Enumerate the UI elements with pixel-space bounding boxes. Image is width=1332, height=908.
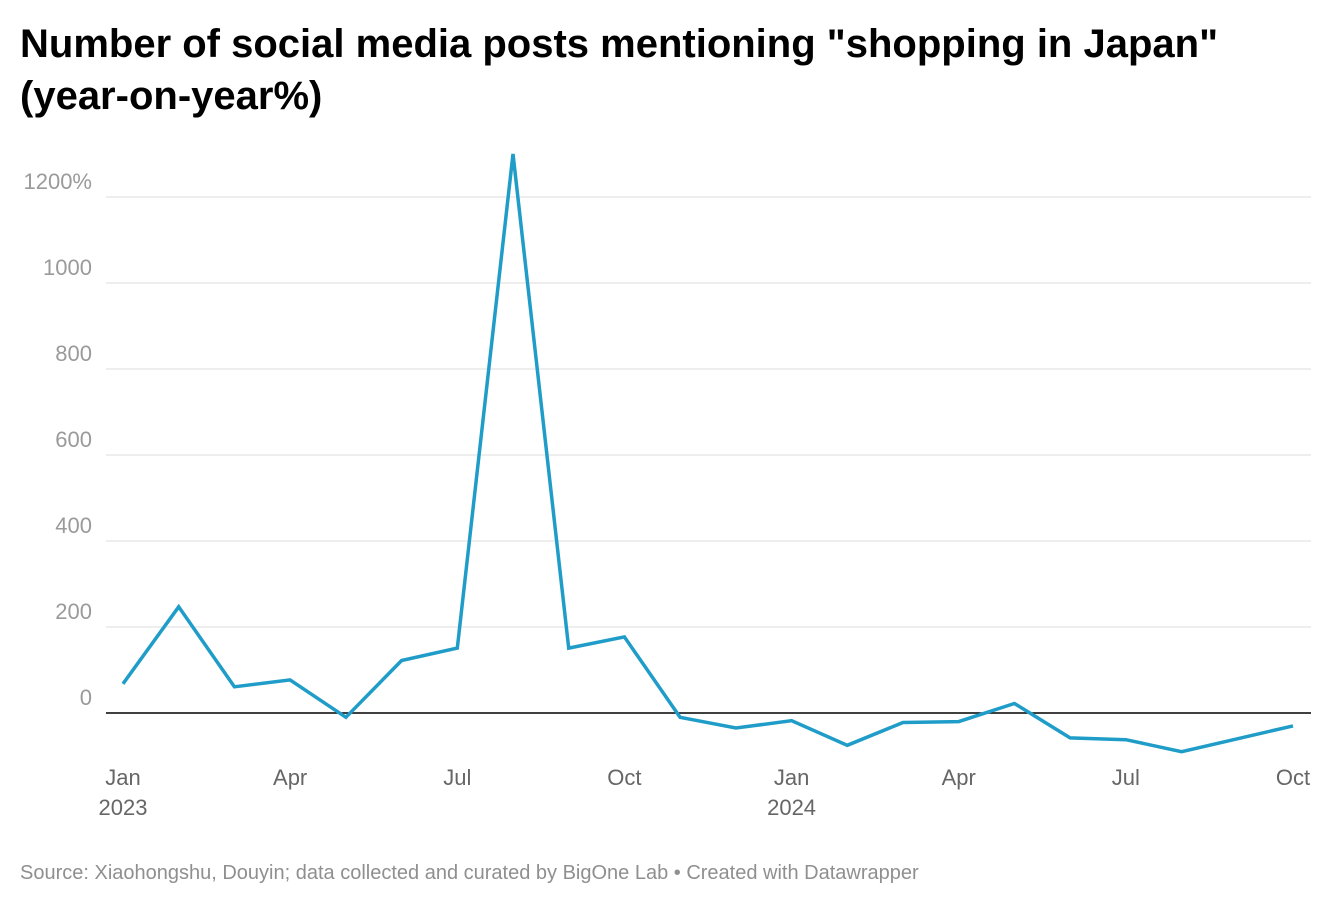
x-tick-label-2023-01: Jan <box>105 765 140 790</box>
series-line-0 <box>121 153 1294 754</box>
y-tick-label-1200: 1200% <box>23 169 92 194</box>
y-tick-label-800: 800 <box>55 341 92 366</box>
y-tick-label-0: 0 <box>80 685 92 710</box>
series-lines <box>121 153 1294 754</box>
x-axis-tick-labels: Jan 2023 Apr Jul Oct Jan 2024 Apr Jul Oct <box>99 765 1311 820</box>
x-tick-label-2024-10: Oct <box>1276 765 1310 790</box>
y-axis-tick-labels: 0 200 400 600 800 1000 1200% <box>23 169 92 710</box>
y-tick-label-400: 400 <box>55 513 92 538</box>
chart-title: Number of social media posts mentioning … <box>20 22 1219 118</box>
x-tick-label-2024-04: Apr <box>942 765 976 790</box>
source-note: Source: Xiaohongshu, Douyin; data collec… <box>20 862 919 884</box>
x-tick-label-2024-07: Jul <box>1112 765 1140 790</box>
x-tick-sublabel-2023-01: 2023 <box>99 795 148 820</box>
y-tick-label-1000: 1000 <box>43 255 92 280</box>
x-tick-label-2024-01: Jan <box>774 765 809 790</box>
y-tick-label-600: 600 <box>55 427 92 452</box>
x-tick-label-2023-07: Jul <box>443 765 471 790</box>
x-tick-label-2023-10: Oct <box>607 765 641 790</box>
grid-lines <box>106 196 1311 714</box>
x-tick-label-2023-04: Apr <box>273 765 307 790</box>
y-tick-label-200: 200 <box>55 599 92 624</box>
x-tick-sublabel-2024-01: 2024 <box>767 795 816 820</box>
